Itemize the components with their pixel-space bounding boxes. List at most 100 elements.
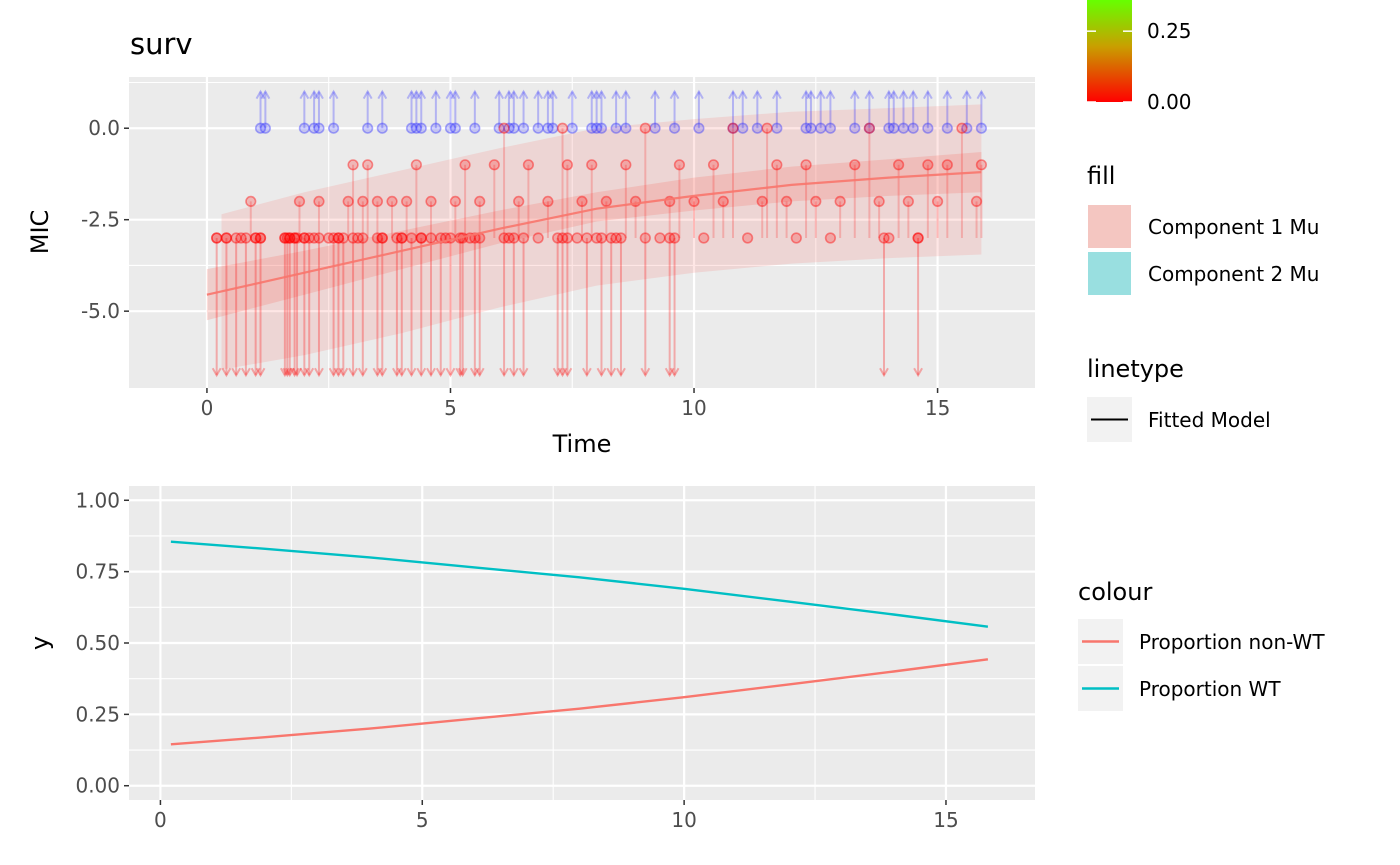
bottom-y-tick-label: 1.00 [75,488,120,512]
right-censored-point [298,122,310,134]
right-censored-point [805,122,817,134]
observed-point [863,122,875,134]
observed-point [425,232,437,244]
observed-point [970,195,983,207]
observed-point [498,122,510,134]
observed-point [332,232,345,244]
right-censored-point [888,122,900,134]
left-censor-arrowhead [314,367,324,378]
observed-point [893,159,905,171]
right-censored-point [824,122,837,134]
top-y-axis-title: MIC [26,210,54,255]
observed-point [376,232,388,244]
observed-point [790,232,802,244]
right-censored-point [517,122,530,134]
right-censored-point [883,122,895,134]
observed-point [298,232,310,244]
observed-point [211,232,223,244]
bottom-y-axis-title: y [26,636,54,650]
observed-point [291,232,303,244]
left-censor-arrowhead [255,367,266,378]
left-censor-arrowhead [557,367,568,378]
right-censored-point [469,122,481,134]
right-censored-point [410,122,422,134]
observed-point [561,232,573,244]
observed-point [878,232,890,244]
observed-point [415,232,427,244]
left-censor-arrowhead [304,367,315,378]
left-censor-arrowhead [518,367,529,378]
observed-point [556,232,569,244]
observed-point [591,232,603,244]
observed-point [313,195,325,207]
observed-point [581,232,593,244]
right-censored-point [547,122,559,134]
observed-point [922,159,934,171]
observed-point [357,195,369,207]
observed-point [254,232,267,244]
observed-point [586,159,598,171]
right-censor-arrowhead [752,89,763,100]
observed-point [281,232,293,244]
observed-point [396,232,408,244]
colour-legend-title: colour [1078,578,1152,606]
left-censor-arrowhead [435,367,446,378]
top-y-tick-label: -2.5 [81,208,120,232]
right-censor-arrowhead [416,89,427,100]
right-censor-arrowhead [547,89,558,100]
observed-point [800,159,812,171]
observed-point [371,195,384,207]
left-censor-arrowhead [606,367,617,378]
right-censor-arrowhead [586,89,597,100]
observed-point [352,232,364,244]
left-censor-arrowhead [282,367,293,378]
right-censor-arrowhead [961,89,972,100]
observed-point [761,122,773,134]
left-censor-arrowhead [596,367,607,378]
right-censored-point [897,122,910,134]
right-censor-arrowhead [694,89,704,100]
right-censored-point [941,122,953,134]
left-censor-arrowhead [357,367,368,378]
right-censored-point [815,122,827,134]
observed-point [522,159,535,171]
right-censor-arrowhead [431,89,441,100]
observed-point [849,159,861,171]
left-censor-arrowhead [426,367,436,378]
observed-point [425,195,437,207]
observed-point [337,232,349,244]
bottom-x-tick-label: 15 [933,808,958,832]
left-censor-arrowhead [640,367,651,378]
right-censored-point [503,122,515,134]
left-censor-arrowhead [333,367,344,378]
bottom-series-lines [170,540,989,746]
observed-point [595,232,608,244]
right-censored-point [362,122,374,134]
right-censor-arrowhead [825,89,836,100]
left-censor-arrowhead [396,367,407,378]
right-censored-point [668,122,681,134]
right-censor-arrowhead [255,89,266,100]
observed-point [284,232,296,244]
right-censor-arrowhead [591,89,602,100]
observed-point [240,232,252,244]
observed-point [245,195,257,207]
colorbar-ticks: 0.25 0.00 [1087,19,1192,114]
observed-point [211,232,223,244]
right-censor-arrowhead [362,89,373,100]
right-censored-point [863,122,875,134]
observed-point [396,232,408,244]
observed-point [639,232,651,244]
top-fitted-line [206,171,982,296]
right-censored-point [595,122,608,134]
observed-point [532,232,544,244]
observed-point [415,232,427,244]
observed-point [664,232,676,244]
observed-point [956,122,968,134]
right-censored-point [254,122,267,134]
right-censor-arrowhead [450,89,461,100]
right-censor-arrowhead [309,89,319,100]
observed-point [605,232,617,244]
observed-point [771,159,783,171]
